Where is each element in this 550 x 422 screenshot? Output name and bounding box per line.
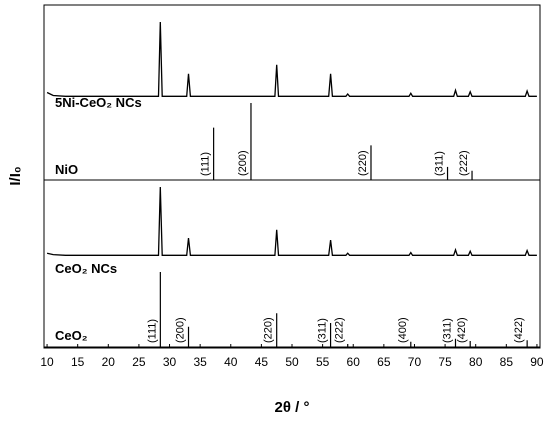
x-tick-label: 35 bbox=[193, 355, 207, 369]
series-label: NiO bbox=[55, 162, 78, 177]
hkl-label: (220) bbox=[263, 317, 275, 343]
x-tick-label: 25 bbox=[132, 355, 146, 369]
x-tick-label: 15 bbox=[71, 355, 85, 369]
y-axis-label: I/I₀ bbox=[7, 166, 24, 185]
x-tick-label: 55 bbox=[316, 355, 330, 369]
hkl-label: (420) bbox=[456, 317, 468, 343]
x-tick-label: 65 bbox=[377, 355, 391, 369]
x-tick-label: 40 bbox=[224, 355, 238, 369]
hkl-label: (111) bbox=[146, 319, 158, 343]
x-tick-label: 30 bbox=[163, 355, 177, 369]
hkl-label: (311) bbox=[317, 318, 329, 343]
xrd-pattern bbox=[46, 186, 537, 256]
hkl-label: (311) bbox=[441, 318, 453, 343]
x-tick-label: 90 bbox=[530, 355, 544, 369]
hkl-label: (222) bbox=[458, 150, 470, 176]
xrd-pattern bbox=[46, 21, 537, 97]
x-tick-label: 80 bbox=[469, 355, 483, 369]
x-tick-label: 75 bbox=[438, 355, 452, 369]
hkl-label: (111) bbox=[200, 152, 212, 176]
hkl-label: (422) bbox=[513, 317, 525, 343]
hkl-label: (200) bbox=[237, 150, 249, 176]
hkl-label: (222) bbox=[334, 317, 346, 343]
x-axis-label: 2θ / ° bbox=[275, 399, 310, 416]
hkl-label: (200) bbox=[175, 317, 187, 343]
series-label: CeO₂ bbox=[55, 328, 88, 343]
x-tick-label: 50 bbox=[285, 355, 299, 369]
x-tick-label: 45 bbox=[255, 355, 269, 369]
series-label: 5Ni-CeO₂ NCs bbox=[55, 95, 142, 110]
x-tick-label: 10 bbox=[40, 355, 54, 369]
hkl-label: (400) bbox=[397, 317, 409, 343]
x-tick-label: 70 bbox=[408, 355, 422, 369]
hkl-label: (220) bbox=[357, 150, 369, 176]
hkl-label: (311) bbox=[434, 151, 446, 176]
x-tick-label: 20 bbox=[102, 355, 116, 369]
series-label: CeO₂ NCs bbox=[55, 261, 117, 276]
x-tick-label: 85 bbox=[500, 355, 514, 369]
x-tick-label: 60 bbox=[347, 355, 361, 369]
